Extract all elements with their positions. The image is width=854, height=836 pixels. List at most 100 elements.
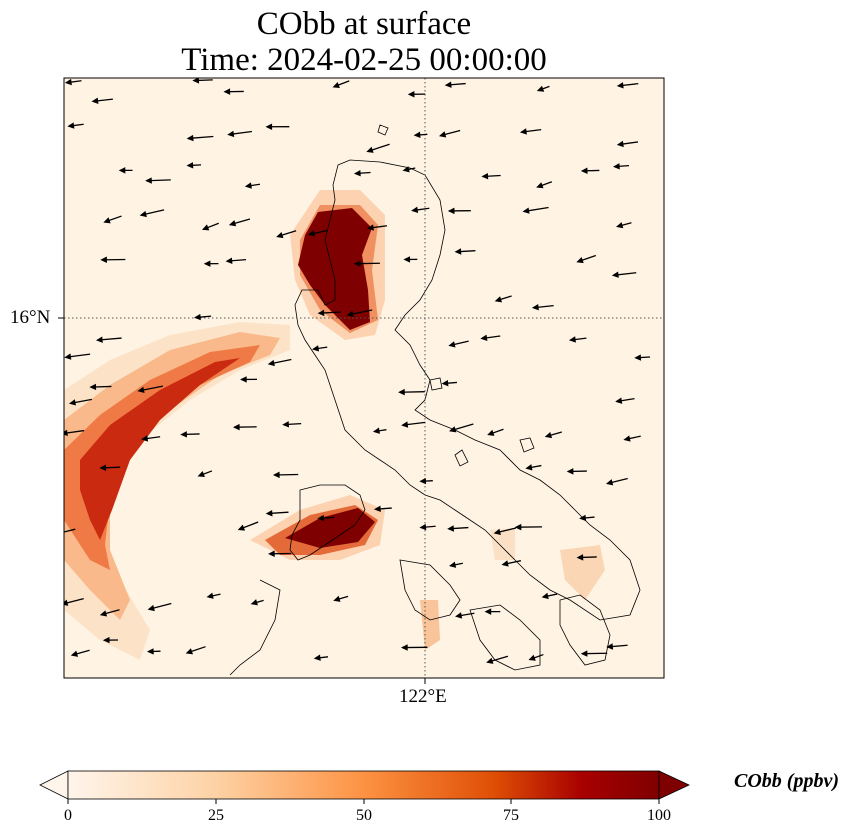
wind-arrow-head — [186, 162, 194, 169]
wind-arrow-head — [67, 122, 75, 129]
wind-arrow-head — [366, 146, 374, 153]
wind-arrow-head — [579, 514, 587, 522]
wind-arrow-head — [374, 505, 381, 513]
colorbar-tick-label: 25 — [208, 807, 224, 824]
wind-arrow-head — [139, 210, 147, 218]
colorbar-label: CObb (ppbv) — [734, 770, 839, 792]
wind-arrow-head — [606, 643, 614, 650]
wind-arrow-head — [615, 397, 623, 404]
leyte-coastline — [559, 594, 611, 666]
wind-arrow-head — [372, 427, 380, 434]
wind-arrow-head — [64, 599, 69, 606]
wind-arrow-head — [605, 479, 614, 486]
wind-arrow-head — [448, 341, 456, 348]
wind-arrow-head — [519, 128, 527, 135]
wind-arrow-head — [99, 464, 107, 471]
wind-arrow-head — [307, 230, 316, 237]
wind-arrow-head — [237, 524, 246, 531]
wind-arrow-head — [576, 554, 584, 561]
wind-arrow-head — [413, 131, 421, 139]
wind-arrow-head — [536, 85, 545, 92]
coastlines — [229, 124, 641, 676]
wind-arrow-head — [223, 88, 231, 95]
plume-patch-2 — [560, 545, 605, 600]
wind-arrow-head — [536, 182, 544, 189]
island-coastline-3 — [519, 437, 535, 453]
wind-arrow-head — [145, 177, 152, 184]
wind-arrow-head — [265, 123, 273, 130]
wind-arrow-head — [407, 91, 415, 98]
wind-arrow-head — [225, 257, 233, 264]
wind-arrow-head — [616, 82, 624, 89]
wind-arrow-head — [332, 81, 340, 88]
wind-arrow-head — [486, 657, 494, 664]
wind-arrow-head — [311, 345, 320, 352]
wind-arrow-head — [528, 654, 536, 661]
plume-patch-3 — [490, 528, 515, 560]
wind-arrow-head — [454, 248, 462, 255]
wind-arrow-head — [634, 354, 642, 361]
wind-arrow-head — [493, 528, 501, 535]
wind-arrow-head — [141, 435, 149, 442]
wind-arrow-head — [612, 163, 620, 170]
lon-label: 122°E — [399, 686, 447, 707]
wind-arrow-head — [56, 531, 61, 535]
plume-patch-1 — [420, 600, 440, 650]
wind-arrow-head — [146, 648, 154, 655]
wind-arrow-head — [616, 140, 624, 148]
wind-arrow-head — [70, 650, 79, 657]
wind-arrow-head — [481, 172, 489, 180]
wind-arrow-head — [317, 309, 325, 317]
wind-arrow-head — [197, 471, 205, 478]
wind-arrow-head — [580, 650, 588, 657]
wind-arrow-head — [185, 648, 193, 655]
wind-arrow-head — [353, 260, 361, 267]
wind-arrow-head — [480, 334, 488, 341]
wind-arrow-head — [616, 222, 624, 229]
wind-arrow-head — [448, 561, 457, 568]
wind-arrow-head — [401, 421, 409, 428]
wind-arrow-head — [180, 431, 187, 438]
wind-arrow-head — [250, 599, 258, 606]
plume-south-core — [285, 508, 375, 548]
wind-arrow-head — [99, 610, 108, 617]
plume-north-core — [298, 208, 372, 330]
wind-arrow-head — [441, 379, 449, 387]
wind-arrow-head — [447, 207, 455, 215]
island-coastline-1 — [429, 377, 443, 391]
wind-arrow-head — [525, 464, 533, 471]
island-coastline-2 — [454, 449, 469, 467]
wind-arrow-head — [193, 313, 201, 321]
wind-arrow-head — [580, 167, 588, 174]
plume-west-core — [80, 358, 240, 540]
wind-arrow-head — [494, 296, 502, 303]
wind-arrow-head — [366, 224, 374, 231]
wind-arrow-head — [265, 510, 273, 517]
wind-arrow-head — [353, 169, 361, 177]
wind-arrow-head — [333, 595, 341, 602]
wind-arrow-head — [100, 256, 107, 263]
wind-arrow-head — [576, 257, 584, 264]
wind-arrow-head — [346, 310, 354, 318]
colorbar-extend-high — [658, 770, 690, 800]
wind-arrow-head — [568, 336, 576, 343]
wind-arrow-head — [514, 523, 522, 531]
wind-arrow-head — [201, 224, 210, 231]
wind-arrow-head — [531, 304, 539, 311]
colorbar-tick-label: 100 — [647, 807, 671, 824]
colorbar-tick-label: 50 — [356, 807, 372, 824]
wind-arrow-head — [103, 217, 111, 224]
wind-arrow-head — [64, 429, 68, 437]
wind-arrow-head — [484, 608, 492, 615]
wind-arrow-head — [68, 399, 77, 406]
wind-arrow-head — [544, 431, 553, 439]
colorbar-tick-label: 75 — [503, 807, 519, 824]
wind-arrow-head — [267, 359, 275, 367]
wind-arrow-head — [282, 421, 290, 428]
wind-arrow-head — [611, 271, 619, 278]
wind-arrow-head — [411, 206, 419, 214]
map-title-line1: CObb at surface — [256, 6, 472, 42]
wind-arrow-head — [398, 388, 405, 396]
wind-arrow-head — [447, 525, 455, 532]
